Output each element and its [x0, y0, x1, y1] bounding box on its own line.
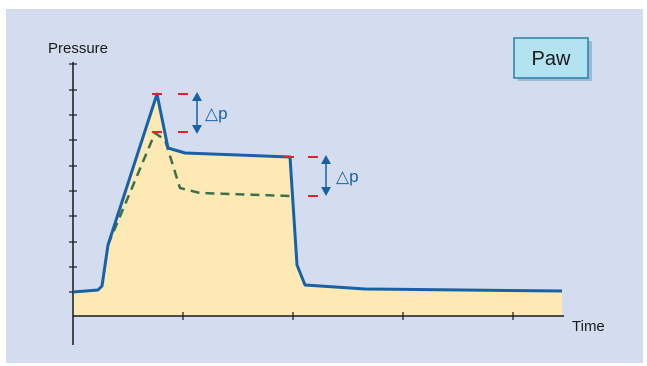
y-axis-label: Pressure: [48, 40, 108, 57]
solid-pressure-curve: [72, 92, 563, 294]
delta-markers: [152, 93, 318, 197]
dashed-pressure-curve: [106, 131, 291, 246]
area-under-curve: [73, 94, 562, 316]
delta-p-label-2: △p: [336, 167, 359, 186]
delta-p-arrow-2: [321, 155, 331, 196]
paw-badge-label: Paw: [532, 48, 571, 70]
delta-p-label-1: △p: [205, 104, 228, 123]
delta-p-arrow-1: [192, 92, 202, 134]
x-axis-ticks: [182, 312, 514, 320]
paw-badge: Paw: [513, 37, 592, 81]
x-axis-label: Time: [572, 318, 605, 335]
